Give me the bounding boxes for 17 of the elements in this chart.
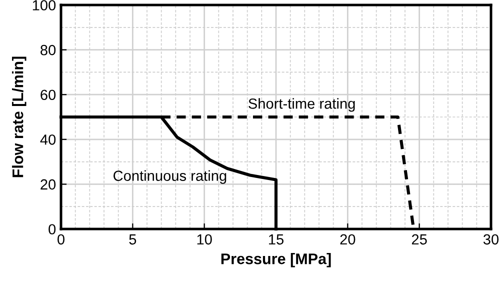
x-tick-label: 0	[58, 234, 64, 245]
x-tick-label: 30	[483, 234, 499, 245]
y-axis-title: Flow rate [L/min]	[12, 56, 26, 178]
y-tick-label: 100	[32, 0, 56, 10]
y-tick-label: 20	[40, 179, 56, 190]
x-axis-title: Pressure [MPa]	[221, 253, 331, 268]
x-tick-label: 10	[197, 234, 212, 245]
x-tick-label: 5	[129, 234, 136, 245]
series-label: Short-time rating	[248, 98, 355, 112]
series-label: Continuous rating	[114, 170, 226, 184]
y-tick-label: 40	[40, 134, 56, 145]
y-tick-label: 0	[48, 224, 56, 234]
x-tick-label: 20	[340, 234, 356, 245]
y-tick-label: 80	[40, 44, 56, 56]
y-tick-label: 60	[40, 90, 56, 100]
x-tick-label: 15	[269, 234, 284, 245]
x-tick-label: 25	[412, 234, 427, 245]
